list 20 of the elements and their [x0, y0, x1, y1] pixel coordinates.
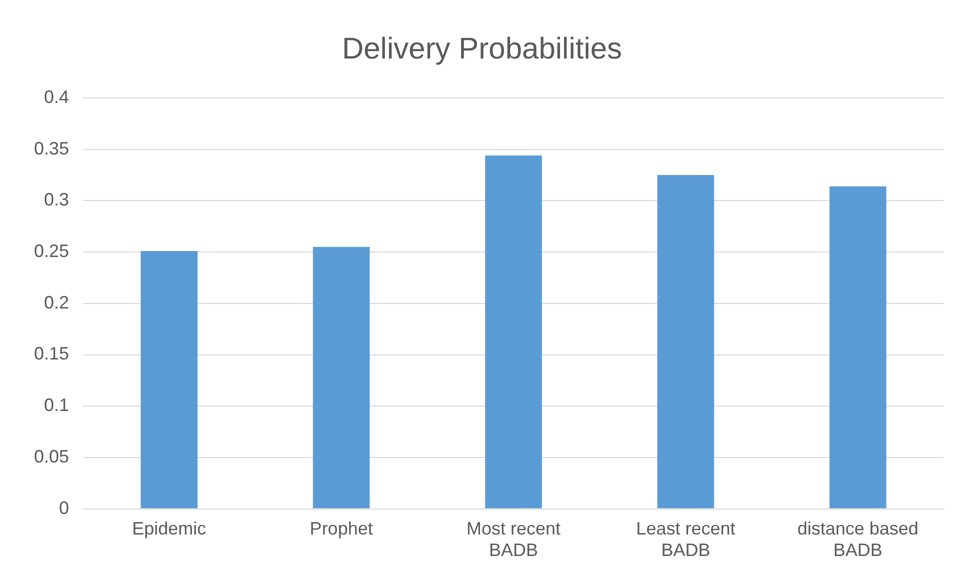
- x-tick-label: Most recent BADB: [466, 518, 561, 560]
- x-tick-label: Prophet: [310, 518, 373, 539]
- y-tick-label: 0: [59, 498, 70, 518]
- y-tick-label: 0.2: [44, 292, 70, 312]
- bar: [829, 186, 886, 508]
- x-tick-label: distance based BADB: [797, 518, 918, 560]
- bar: [657, 175, 714, 508]
- y-tick-label: 0.35: [34, 138, 70, 158]
- bar: [485, 156, 542, 508]
- y-tick-label: 0.05: [34, 446, 70, 466]
- bar: [140, 251, 198, 508]
- y-tick-label: 0.15: [34, 344, 70, 364]
- y-tick-label: 0.25: [34, 241, 70, 262]
- x-tick-label: Least recent BADB: [636, 518, 736, 560]
- y-tick-label: 0.3: [44, 190, 70, 210]
- y-tick-label: 0.1: [44, 395, 70, 416]
- chart-title: Delivery Probabilities: [342, 32, 622, 66]
- x-tick-label: Epidemic: [132, 518, 206, 539]
- bar: [312, 246, 370, 508]
- y-tick-label: 0.4: [44, 86, 70, 107]
